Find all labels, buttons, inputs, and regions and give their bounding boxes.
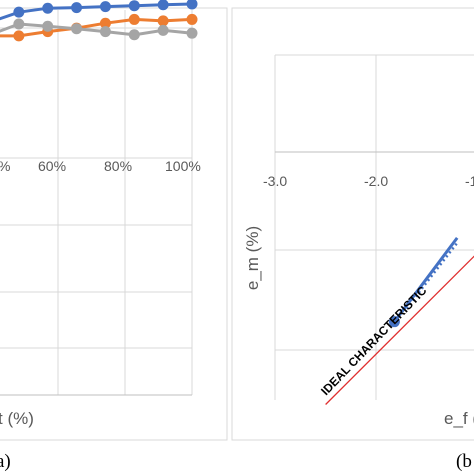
panel-a-x-tick-partial: % [0,158,10,174]
panel-a-x-tick-100: 100% [165,158,201,174]
panel-a-series-0-point-4 [99,1,111,13]
panel-a-series-1-point-4 [99,17,111,29]
panel-a-series-0-point-1 [13,6,25,18]
panel-b-x-tick-neg2: -2.0 [364,173,388,189]
panel-b-x-tick-neg3: -3.0 [263,173,287,189]
panel-a-tick-labels: % 60% 80% 100% [0,158,201,174]
panel-a-series-1-point-1 [13,30,25,42]
panel-a-frame [0,7,228,441]
ideal-characteristic-line [325,255,474,405]
ideal-characteristic-label: IDEAL CHARACTERISTIC [318,283,430,398]
panel-a-series-2-point-2 [42,20,54,32]
panel-a-series-0-point-3 [71,2,83,14]
panel-a-series-1-point-6 [157,15,169,27]
panel-a-x-tick-80: 80% [104,158,132,174]
panel-b-series [325,236,474,405]
panel-a-x-axis-label: t (%) [0,409,34,428]
panel-b-frame [231,7,474,441]
panel-b-gridlines [274,54,474,400]
panel-a-series-1-point-5 [128,13,140,25]
panel-a-series [0,0,198,42]
panel-a-series-0-point-5 [128,0,140,12]
panel-a-series-2-point-3 [71,23,83,35]
panel-a-gridlines [0,10,193,396]
measured-point-0 [388,316,400,328]
panel-b-y-axis-label: e_m (%) [243,226,262,290]
panel-a-series-2-point-5 [128,29,140,41]
panel-a-series-2-point-4 [99,26,111,38]
panel-b-tick-labels: -3.0 -2.0 -1 [263,173,474,189]
trend-line [405,242,459,310]
panel-b-x-axis-label: e_f ( [444,409,474,428]
panel-a-x-tick-60: 60% [38,158,66,174]
panel-b-label: (b [456,451,472,472]
panel-a-series-2-point-7 [186,27,198,39]
measured-line [393,236,459,323]
panel-a-series-2-point-1 [13,18,25,30]
panel-a-series-0-point-2 [42,2,54,14]
panel-a-series-0-point-6 [157,0,169,11]
panel-a-series-0-point-7 [186,0,198,10]
panel-a-series-2-point-6 [157,24,169,36]
panel-a-label: a) [0,451,11,472]
panel-a-series-1-point-7 [186,13,198,25]
panel-b-x-tick-neg1: -1 [465,173,474,189]
